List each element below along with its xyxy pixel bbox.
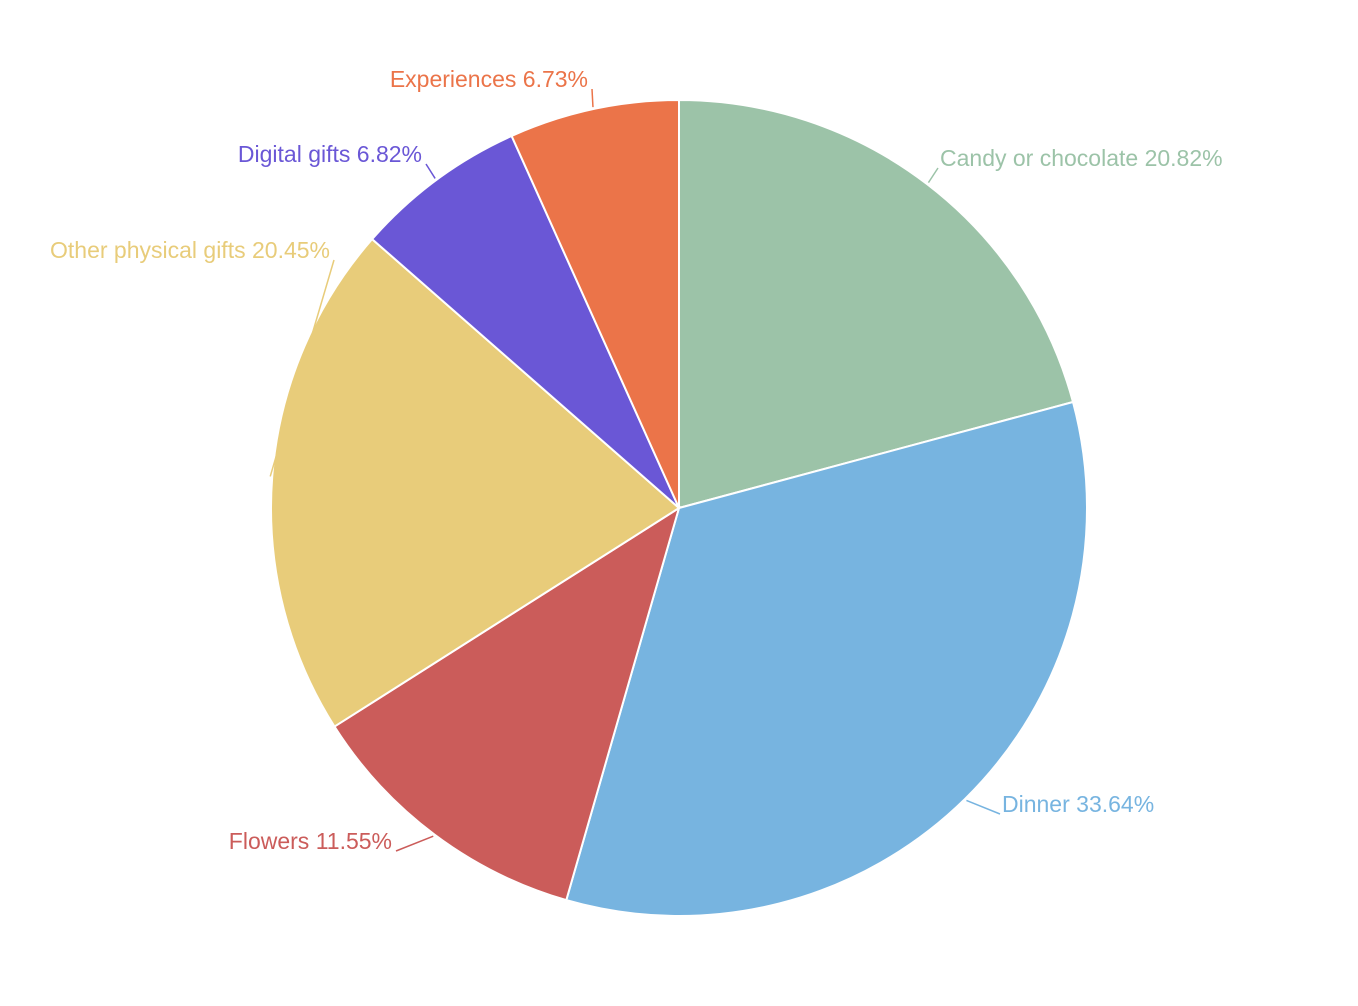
slice-label: Flowers 11.55% xyxy=(229,828,392,854)
slice-name: Experiences xyxy=(390,66,517,92)
slice-label: Dinner 33.64% xyxy=(1002,791,1154,817)
pie-slice xyxy=(565,400,1088,917)
slice-label: Experiences 6.73% xyxy=(390,66,588,92)
pie-slice xyxy=(678,98,1075,510)
leader-line xyxy=(269,259,335,477)
slice-value: 20.82% xyxy=(1145,145,1223,171)
slice-label: Digital gifts 6.82% xyxy=(238,141,422,167)
leader-line xyxy=(395,835,434,852)
slice-value: 20.45% xyxy=(252,237,330,263)
pie-slice xyxy=(370,134,680,509)
slice-name: Digital gifts xyxy=(238,141,350,167)
slice-value: 11.55% xyxy=(316,828,392,854)
slice-label: Candy or chocolate 20.82% xyxy=(940,145,1223,171)
leader-line xyxy=(927,167,939,184)
slice-name: Candy or chocolate xyxy=(940,145,1138,171)
slice-value: 6.73% xyxy=(523,66,588,92)
slice-value: 6.82% xyxy=(357,141,422,167)
leader-line xyxy=(966,799,1001,815)
slice-label: Other physical gifts 20.45% xyxy=(50,237,330,263)
leader-line xyxy=(425,163,436,179)
pie-slice xyxy=(270,237,681,728)
slice-name: Dinner xyxy=(1002,791,1070,817)
pie-slice xyxy=(333,505,681,902)
slice-value: 33.64% xyxy=(1076,791,1154,817)
slice-name: Other physical gifts xyxy=(50,237,246,263)
slice-name: Flowers xyxy=(229,828,310,854)
pie-slice xyxy=(510,98,680,509)
leader-line xyxy=(591,88,594,108)
